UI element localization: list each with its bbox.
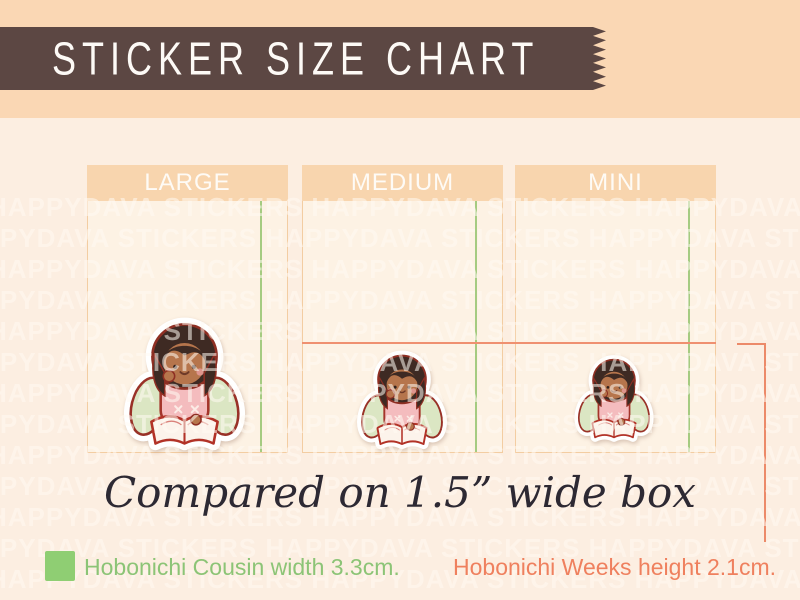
legend-cousin-label: Hobonichi Cousin width 3.3cm. (84, 554, 400, 580)
size-box-large: LARGE (87, 165, 288, 453)
weeks-height-bracket (737, 343, 766, 345)
cousin-width-guide-line (688, 201, 690, 452)
cousin-width-guide-line (260, 201, 262, 452)
weeks-height-bracket (764, 343, 766, 542)
size-box-mini-header: MINI (515, 165, 716, 201)
weeks-height-guide-line (302, 342, 716, 344)
comparison-caption: Compared on 1.5” wide box (104, 468, 696, 517)
reading-girl-sticker-large (117, 313, 252, 458)
cousin-width-guide-line (475, 201, 477, 452)
page-title: STICKER SIZE CHART (52, 31, 540, 85)
title-ribbon: STICKER SIZE CHART (0, 27, 606, 90)
legend-weeks-label: Hobonichi Weeks height 2.1cm. (453, 554, 777, 580)
size-box-large-header: LARGE (87, 165, 288, 201)
legend: Hobonichi Cousin width 3.3cm. Hobonichi … (0, 548, 800, 584)
size-box-medium-header: MEDIUM (302, 165, 503, 201)
cousin-green-swatch (45, 551, 75, 581)
reading-girl-sticker-mini (570, 352, 658, 447)
reading-girl-sticker-medium (352, 347, 452, 455)
